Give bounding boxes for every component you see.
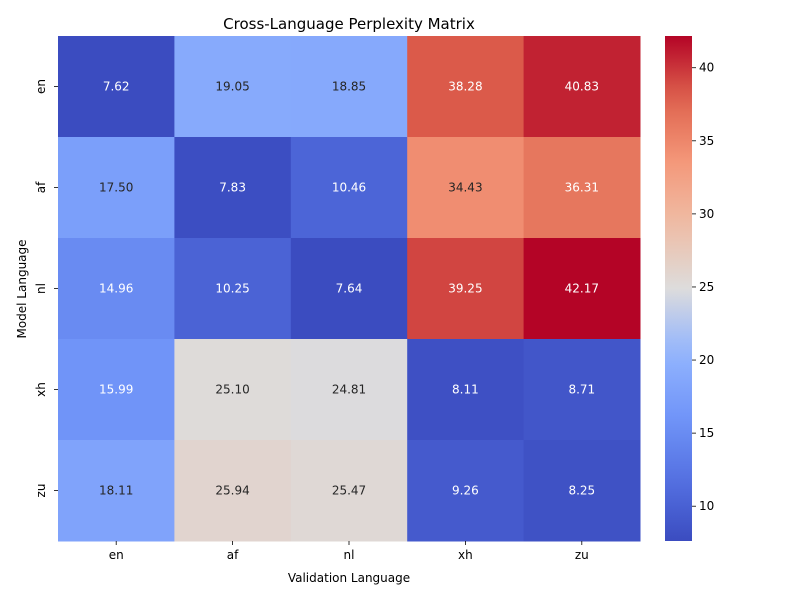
- cell-value-label: 40.83: [565, 80, 599, 94]
- heatmap-cell-xh-en: [58, 339, 175, 441]
- heatmap-cell-zu-af: [174, 440, 292, 542]
- heatmap-cell-af-af: [174, 137, 292, 239]
- heatmap-cell-xh-af: [174, 339, 292, 441]
- cell-value-label: 9.26: [452, 484, 479, 498]
- y-axis-ticks: en af nl xh zu: [34, 79, 58, 497]
- cell-value-label: 8.71: [568, 383, 595, 397]
- chart-title: Cross-Language Perplexity Matrix: [223, 15, 475, 33]
- cell-value-label: 8.25: [568, 484, 595, 498]
- cell-value-label: 42.17: [565, 282, 599, 296]
- cell-value-label: 15.99: [99, 383, 133, 397]
- cell-value-label: 39.25: [448, 282, 482, 296]
- heatmap-cell-af-nl: [290, 137, 408, 239]
- heatmap-cell-nl-nl: [290, 238, 408, 340]
- y-axis-label: Model Language: [15, 239, 29, 338]
- y-tick-label-en: en: [34, 79, 48, 94]
- cell-value-label: 25.94: [215, 484, 249, 498]
- cell-value-label: 7.62: [103, 80, 130, 94]
- colorbar-tick-label: 40: [699, 61, 714, 75]
- colorbar-tick-label: 15: [699, 426, 714, 440]
- heatmap-cell-nl-zu: [523, 238, 641, 340]
- heatmap-cell-xh-nl: [290, 339, 408, 441]
- heatmap-cell-af-en: [58, 137, 175, 239]
- cell-value-label: 7.83: [219, 181, 246, 195]
- heatmap-cells: 7.62 19.05 18.85 38.28 40.83 17.50 7.83 10.46 34…: [58, 36, 641, 542]
- x-axis-ticks: en af nl xh zu: [109, 541, 589, 562]
- colorbar: [665, 36, 692, 541]
- heatmap-cell-nl-af: [174, 238, 292, 340]
- heatmap-cell-xh-xh: [407, 339, 525, 441]
- heatmap-cell-en-xh: [407, 36, 525, 138]
- cell-value-label: 19.05: [215, 80, 249, 94]
- cell-value-label: 25.47: [332, 484, 366, 498]
- y-tick-label-xh: xh: [34, 382, 48, 397]
- y-tick-label-af: af: [34, 181, 48, 193]
- cell-value-label: 8.11: [452, 383, 479, 397]
- y-tick-label-zu: zu: [34, 484, 48, 498]
- heatmap-cell-af-xh: [407, 137, 525, 239]
- cell-value-label: 17.50: [99, 181, 133, 195]
- heatmap-cell-zu-zu: [523, 440, 641, 542]
- heatmap-cell-en-en: [58, 36, 175, 138]
- cell-value-label: 38.28: [448, 80, 482, 94]
- cell-value-label: 14.96: [99, 282, 133, 296]
- cell-value-label: 24.81: [332, 383, 366, 397]
- cell-value-label: 25.10: [215, 383, 249, 397]
- cell-value-label: 18.11: [99, 484, 133, 498]
- colorbar-tick-label: 35: [699, 134, 714, 148]
- cell-value-label: 18.85: [332, 80, 366, 94]
- heatmap-cell-xh-zu: [523, 339, 641, 441]
- cell-value-label: 10.46: [332, 181, 366, 195]
- colorbar-tick-label: 10: [699, 499, 714, 513]
- heatmap-cell-en-nl: [290, 36, 408, 138]
- colorbar-tick-label: 30: [699, 207, 714, 221]
- y-tick-label-nl: nl: [34, 283, 48, 294]
- heatmap-cell-af-zu: [523, 137, 641, 239]
- x-tick-label-zu: zu: [575, 548, 589, 562]
- heatmap-cell-zu-en: [58, 440, 175, 542]
- heatmap-cell-zu-nl: [290, 440, 408, 542]
- colorbar-tick-label: 25: [699, 280, 714, 294]
- colorbar-ticks: 10 15 20 25 30 35 40: [692, 61, 714, 513]
- heatmap-cell-nl-en: [58, 238, 175, 340]
- heatmap-cell-nl-xh: [407, 238, 525, 340]
- cell-value-label: 36.31: [565, 181, 599, 195]
- cell-value-label: 7.64: [336, 282, 363, 296]
- x-tick-label-af: af: [227, 548, 239, 562]
- heatmap-cell-en-af: [174, 36, 292, 138]
- x-tick-label-nl: nl: [344, 548, 355, 562]
- heatmap-cell-zu-xh: [407, 440, 525, 542]
- cell-value-label: 34.43: [448, 181, 482, 195]
- cell-value-label: 10.25: [215, 282, 249, 296]
- x-tick-label-xh: xh: [458, 548, 473, 562]
- x-tick-label-en: en: [109, 548, 124, 562]
- x-axis-label: Validation Language: [288, 571, 410, 585]
- colorbar-tick-label: 20: [699, 353, 714, 367]
- heatmap-cell-en-zu: [523, 36, 641, 138]
